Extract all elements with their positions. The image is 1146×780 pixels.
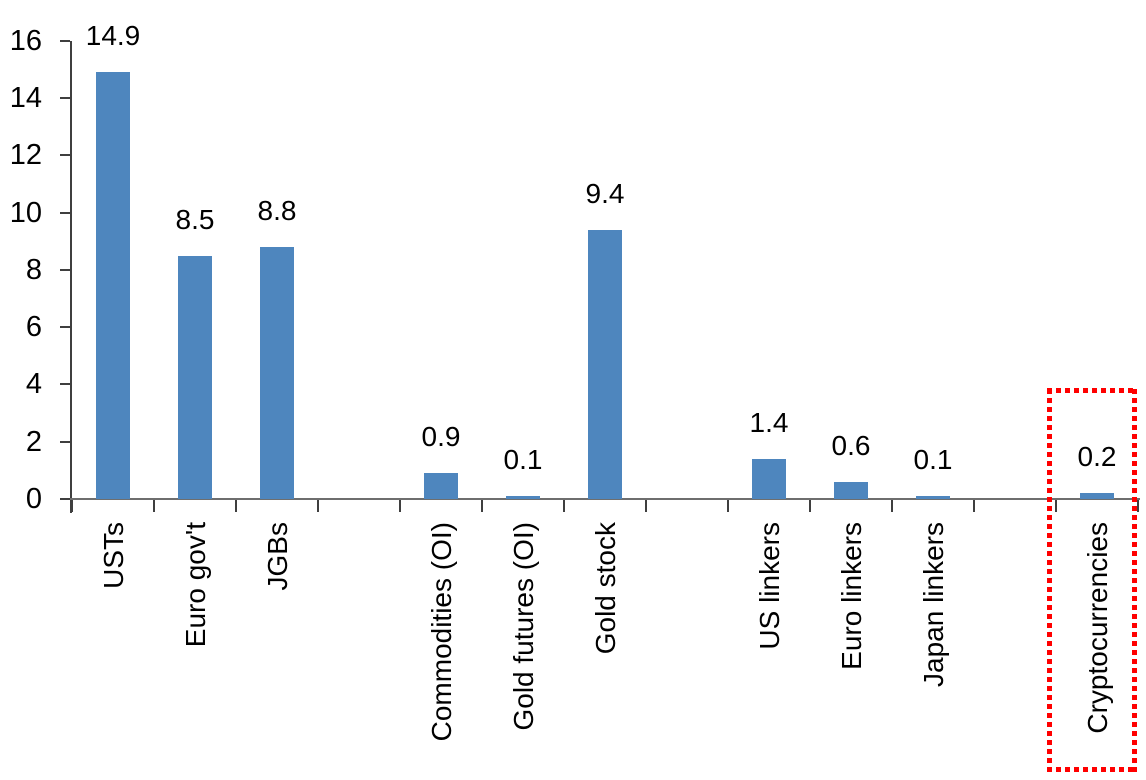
- y-axis-tick-label: 14: [9, 82, 42, 115]
- bar-value-label: 14.9: [85, 20, 141, 52]
- y-axis-tick: [60, 268, 70, 271]
- category-label: Japan linkers: [918, 522, 949, 687]
- bar-value-label: 0.2: [1077, 441, 1117, 473]
- bar-us-linkers: [752, 458, 786, 499]
- bar-euro-gov-t: [178, 255, 212, 499]
- y-axis-line: [70, 40, 72, 513]
- y-axis-tick-label: 4: [25, 368, 42, 401]
- y-axis-tick-label: 16: [9, 24, 42, 57]
- bar-euro-linkers: [834, 481, 868, 499]
- x-axis-tick: [809, 500, 811, 512]
- y-axis-tick: [60, 383, 70, 386]
- bar-japan-linkers: [916, 496, 950, 499]
- x-axis-tick: [71, 500, 73, 512]
- y-axis-tick: [60, 39, 70, 42]
- bar-value-label: 8.8: [257, 194, 297, 226]
- x-axis-tick: [891, 500, 893, 512]
- bar-value-label: 0.1: [913, 444, 953, 476]
- x-axis-tick: [399, 500, 401, 512]
- x-axis-tick: [481, 500, 483, 512]
- y-axis-tick-label: 6: [25, 311, 42, 344]
- bar-gold-futures-oi-: [506, 496, 540, 499]
- category-label: Gold stock: [590, 522, 621, 655]
- y-axis-tick: [60, 211, 70, 214]
- bar-cryptocurrencies: [1080, 493, 1114, 499]
- bar-value-label: 0.9: [421, 421, 461, 453]
- category-label: JGBs: [262, 522, 293, 591]
- y-axis-tick-label: 8: [25, 253, 42, 286]
- bar-value-label: 1.4: [749, 406, 789, 438]
- x-axis-tick: [317, 500, 319, 512]
- bar-commodities-oi-: [424, 473, 458, 499]
- highlight-box-edge: [1047, 388, 1137, 393]
- highlight-box-cryptocurrencies: [1047, 388, 1137, 772]
- y-axis-tick: [60, 440, 70, 443]
- highlight-box-edge: [1132, 388, 1137, 772]
- bar-gold-stock: [588, 229, 622, 499]
- x-axis-tick: [563, 500, 565, 512]
- x-axis-tick: [727, 500, 729, 512]
- x-axis-line: [70, 498, 1140, 500]
- category-label: Commodities (OI): [426, 522, 457, 742]
- category-label: US linkers: [754, 522, 785, 650]
- x-axis-tick: [235, 500, 237, 512]
- category-label: Euro linkers: [836, 522, 867, 670]
- highlight-box-edge: [1047, 767, 1137, 772]
- bar-value-label: 0.1: [503, 444, 543, 476]
- bar-usts: [96, 72, 130, 499]
- y-axis-tick-label: 0: [25, 483, 42, 515]
- bar-value-label: 0.6: [831, 429, 871, 461]
- x-axis-tick: [153, 500, 155, 512]
- x-axis-tick: [645, 500, 647, 512]
- highlight-box-edge: [1047, 388, 1052, 772]
- x-axis-tick: [1137, 500, 1139, 512]
- x-axis-tick: [1055, 500, 1057, 512]
- y-axis-tick: [60, 154, 70, 157]
- bar-value-label: 9.4: [585, 177, 625, 209]
- category-label: Euro gov't: [180, 522, 211, 648]
- x-axis-tick: [973, 500, 975, 512]
- y-axis-tick-label: 12: [9, 139, 42, 172]
- category-label: Gold futures (OI): [508, 522, 539, 731]
- y-axis-tick: [60, 326, 70, 329]
- y-axis-tick: [60, 97, 70, 100]
- y-axis-tick-label: 2: [25, 425, 42, 458]
- bar-value-label: 8.5: [175, 203, 215, 235]
- y-axis-tick: [60, 498, 70, 500]
- y-axis-tick-label: 10: [9, 196, 42, 229]
- category-label: USTs: [98, 522, 129, 589]
- bar-jgbs: [260, 246, 294, 499]
